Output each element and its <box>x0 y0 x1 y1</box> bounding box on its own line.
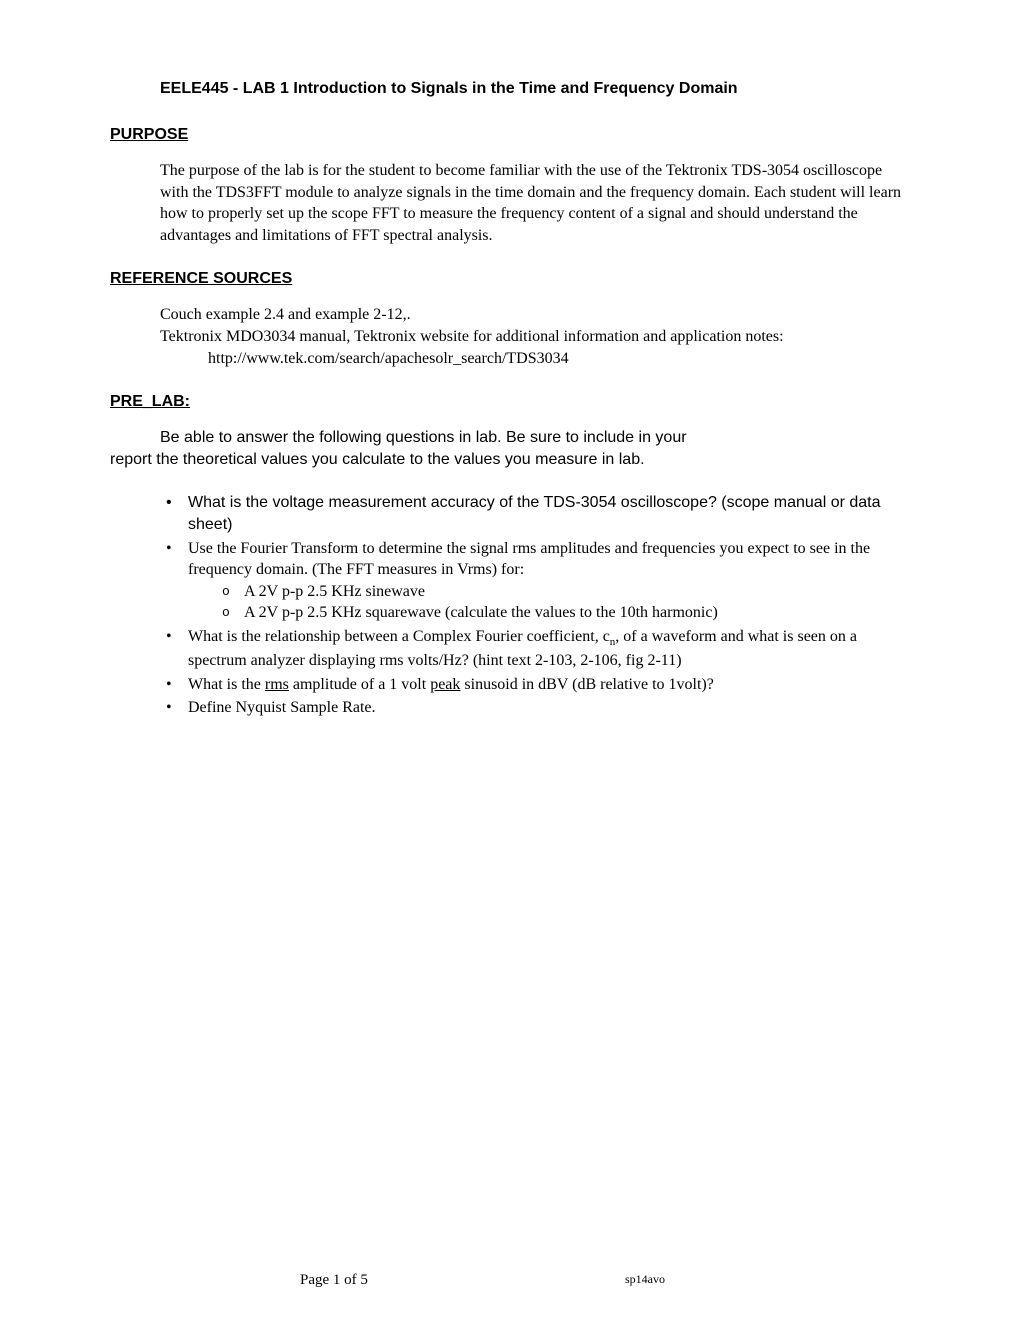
document-title: EELE445 - LAB 1 Introduction to Signals … <box>160 80 910 98</box>
sub-list: A 2V p-p 2.5 KHz sinewave A 2V p-p 2.5 K… <box>216 581 910 624</box>
reference-url: http://www.tek.com/search/apachesolr_sea… <box>208 348 910 370</box>
list-item: What is the relationship between a Compl… <box>160 626 910 672</box>
sub-list-item: A 2V p-p 2.5 KHz squarewave (calculate t… <box>216 602 910 624</box>
list-item: Use the Fourier Transform to determine t… <box>160 538 910 624</box>
sub-list-item: A 2V p-p 2.5 KHz sinewave <box>216 581 910 603</box>
list-text-post: sinusoid in dBV (dB relative to 1volt)? <box>460 676 713 693</box>
list-text-mid: amplitude of a 1 volt <box>289 676 430 693</box>
purpose-heading: PURPOSE <box>110 126 910 144</box>
list-item: What is the rms amplitude of a 1 volt pe… <box>160 674 910 696</box>
list-item: What is the voltage measurement accuracy… <box>160 492 910 535</box>
prelab-intro-indent: Be able to answer the following question… <box>160 429 687 446</box>
references-block: Couch example 2.4 and example 2-12,. Tek… <box>160 304 910 369</box>
list-item: Define Nyquist Sample Rate. <box>160 697 910 719</box>
purpose-text: The purpose of the lab is for the studen… <box>160 160 910 246</box>
footer-code: sp14avo <box>625 1272 665 1287</box>
prelab-heading: PRE_LAB: <box>110 393 910 411</box>
footer-page-number: Page 1 of 5 <box>300 1272 368 1289</box>
reference-line-2: Tektronix MDO3034 manual, Tektronix webs… <box>160 326 910 348</box>
list-text: Use the Fourier Transform to determine t… <box>188 540 870 579</box>
prelab-intro-rest: report the theoretical values you calcul… <box>110 451 645 468</box>
underline-rms: rms <box>265 676 289 693</box>
underline-peak: peak <box>430 676 460 693</box>
prelab-intro: Be able to answer the following question… <box>110 427 910 470</box>
list-text-pre: What is the relationship between a Compl… <box>188 628 610 645</box>
reference-line-1: Couch example 2.4 and example 2-12,. <box>160 304 910 326</box>
list-text-pre: What is the <box>188 676 265 693</box>
references-heading: REFERENCE SOURCES <box>110 270 910 288</box>
prelab-list: What is the voltage measurement accuracy… <box>160 492 910 718</box>
